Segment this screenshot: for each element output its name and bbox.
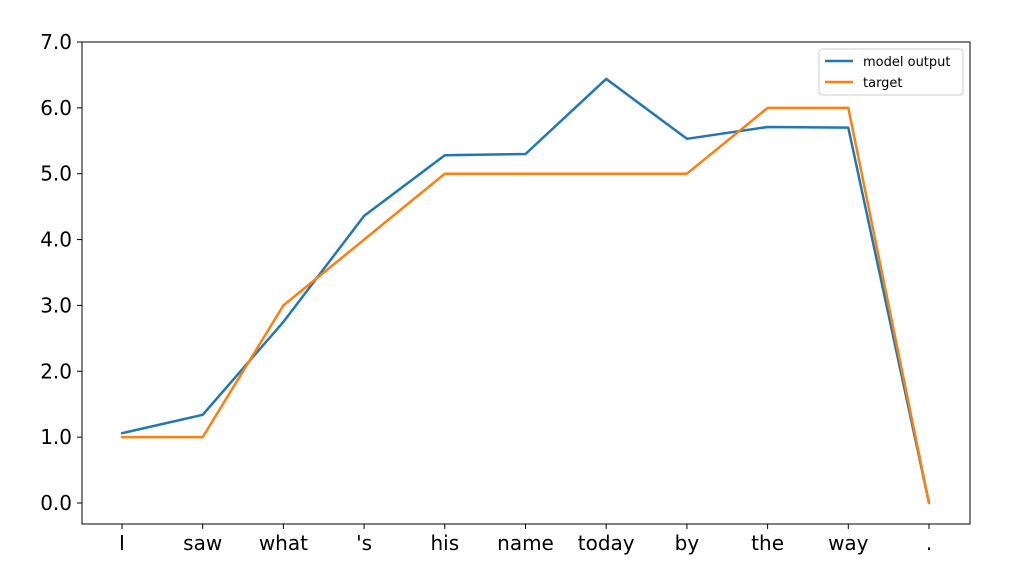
x-tick-label: what xyxy=(259,531,308,555)
y-tick-label: 3.0 xyxy=(40,293,72,317)
x-tick-label: I xyxy=(119,531,125,555)
x-tick-label: . xyxy=(926,531,932,555)
series-line-target xyxy=(120,106,931,505)
y-axis: 0.0 1.0 2.0 3.0 4.0 5.0 6.0 7.0 xyxy=(40,30,82,515)
legend-label: target xyxy=(863,76,903,91)
x-tick-label: by xyxy=(675,531,700,555)
y-tick-label: 0.0 xyxy=(40,491,72,515)
x-tick-label: saw xyxy=(183,531,222,555)
series-layer xyxy=(120,77,931,505)
y-tick-label: 2.0 xyxy=(40,359,72,383)
x-tick-label: 's xyxy=(356,531,372,555)
y-tick-label: 5.0 xyxy=(40,162,72,186)
y-tick-label: 1.0 xyxy=(40,425,72,449)
y-tick-label: 6.0 xyxy=(40,96,72,120)
legend-box xyxy=(818,48,964,96)
x-tick-label: today xyxy=(578,531,635,555)
y-tick-label: 4.0 xyxy=(40,228,72,252)
x-tick-label: way xyxy=(828,531,869,555)
legend-label: model output xyxy=(863,55,951,70)
x-tick-label: his xyxy=(430,531,459,555)
x-tick-label: name xyxy=(497,531,554,555)
legend: model output target xyxy=(818,48,964,96)
series-line-model-output xyxy=(120,77,931,505)
plot-area xyxy=(81,41,971,525)
y-tick-label: 7.0 xyxy=(40,30,72,54)
x-tick-label: the xyxy=(751,531,784,555)
